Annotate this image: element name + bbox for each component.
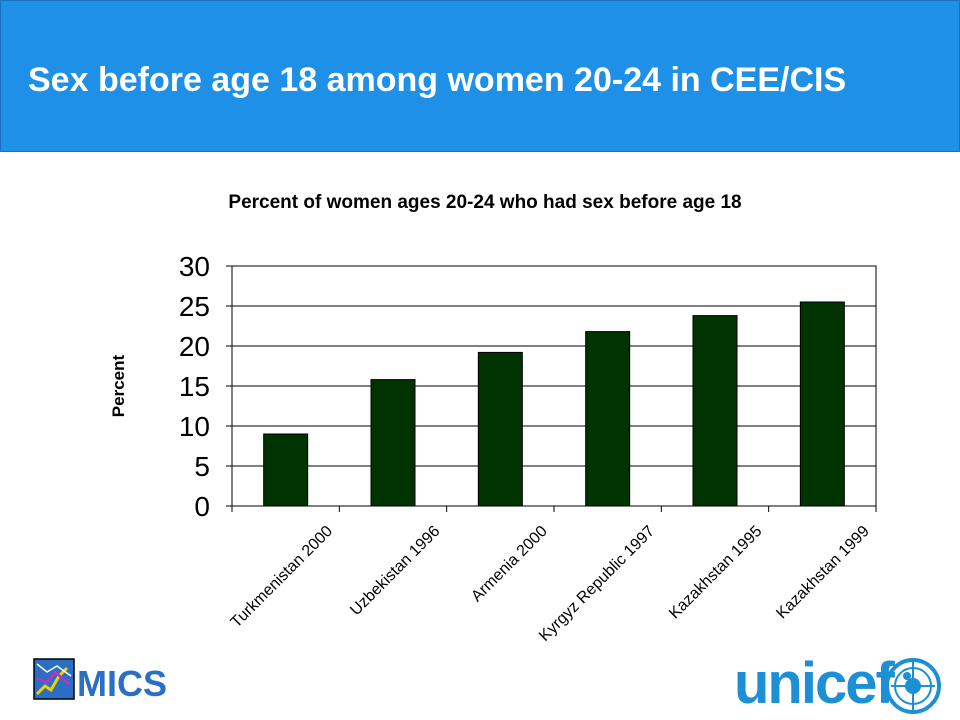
x-tick-label: Armenia 2000 [468,523,551,606]
x-tick-label: Kazakhstan 1995 [666,523,766,623]
unicef-label: unicef [734,651,895,716]
bar [370,379,416,507]
y-tick-label: 30 [179,251,210,282]
bar [585,331,631,507]
mics-chart-icon [33,658,75,700]
x-tick-label: Turkmenistan 2000 [228,523,337,632]
y-tick-label: 15 [179,371,210,402]
x-tick-label: Uzbekistan 1996 [347,523,443,619]
mics-logo [33,658,183,708]
bar [799,301,845,507]
x-tick-label: Kyrgyz Republic 1997 [536,523,658,645]
y-tick-label: 20 [179,331,210,362]
bar [477,351,523,507]
x-tick-label: Kazakhstan 1999 [773,523,873,623]
y-tick-label: 25 [179,291,210,322]
chart-title: Percent of women ages 20-24 who had sex … [228,192,741,213]
title-banner: Sex before age 18 among women 20-24 in C… [0,0,960,152]
slide-title: Sex before age 18 among women 20-24 in C… [28,61,847,99]
y-tick-label: 0 [194,491,210,522]
mics-label: MICS [77,663,167,704]
bar [692,315,738,507]
un-emblem-icon [885,658,941,714]
y-axis-label: Percent [109,354,128,417]
bar [263,433,309,507]
y-tick-label: 5 [194,451,210,482]
y-tick-label: 10 [179,411,210,442]
